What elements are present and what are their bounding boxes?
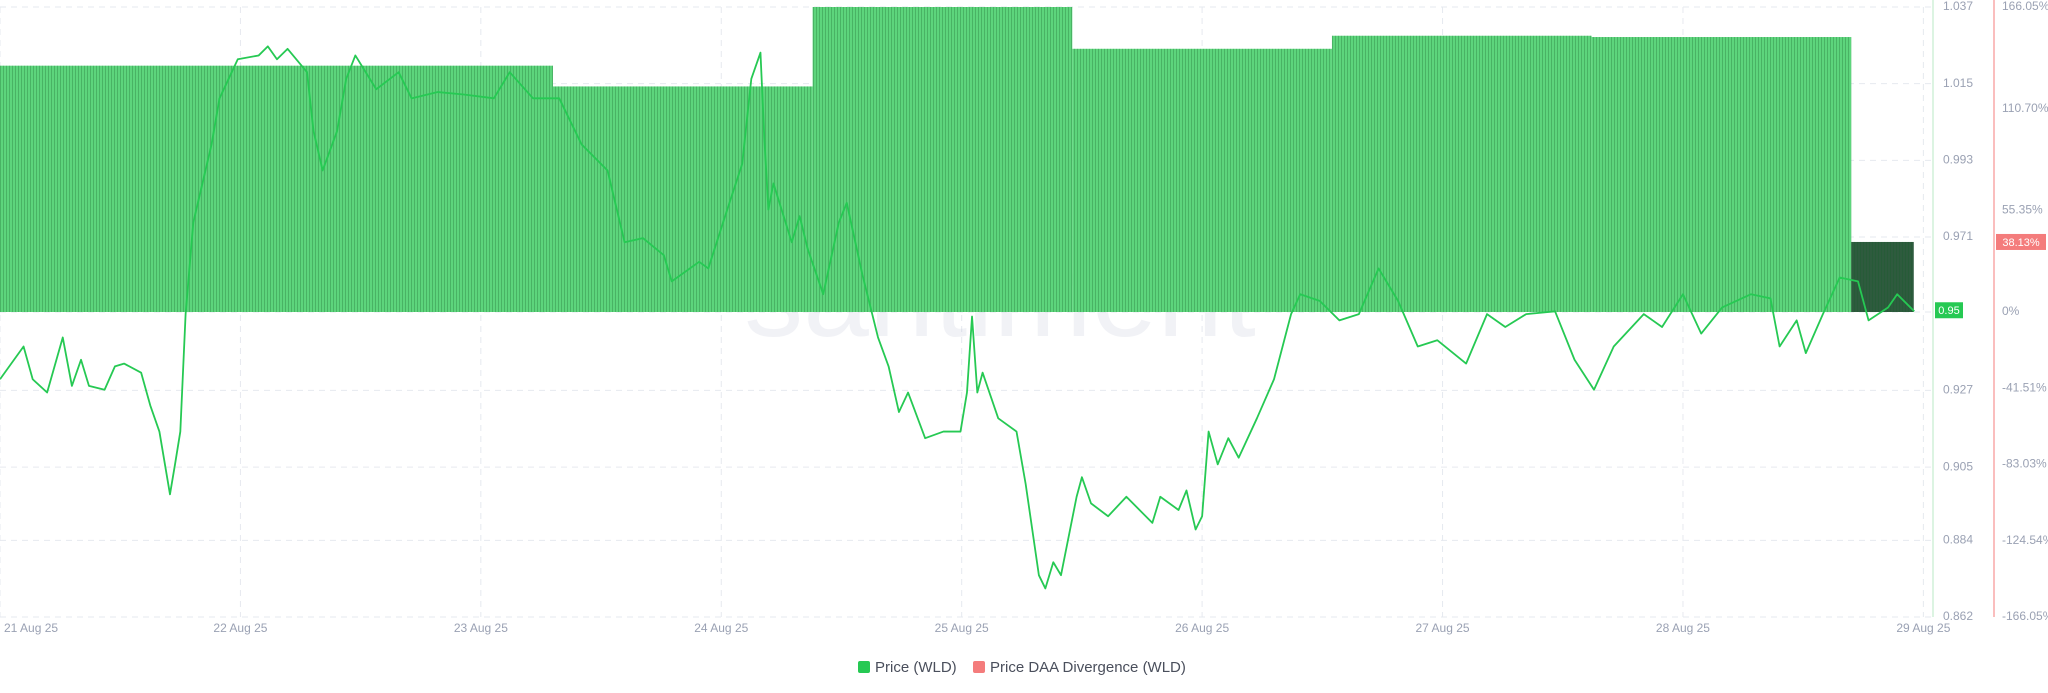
legend-swatch [858, 661, 870, 673]
legend-swatch [973, 661, 985, 673]
y-tick-label: 1.037 [1943, 0, 1973, 13]
y-tick-label: 0.905 [1943, 459, 1973, 473]
y2-tick-label: -83.03% [2002, 457, 2047, 471]
divergence-tag-bg [1996, 233, 2046, 250]
x-tick-label: 27 Aug 25 [1416, 621, 1470, 635]
y-tick-label: 0.971 [1943, 229, 1973, 243]
y-tick-label: 0.862 [1943, 609, 1973, 623]
price-tag-bg [1935, 302, 1963, 319]
y2-tick-label: -166.05% [2002, 609, 2048, 623]
y-tick-label: 0.884 [1943, 532, 1973, 546]
y2-tick-label: -41.51% [2002, 380, 2047, 394]
y-tick-label: 0.993 [1943, 153, 1973, 167]
x-tick-label: 21 Aug 25 [4, 621, 58, 635]
bar-texture [552, 86, 813, 312]
bar-texture [812, 7, 1073, 312]
price-tag: 0.95 [1938, 305, 1959, 317]
legend-item[interactable]: Price DAA Divergence (WLD) [973, 659, 1186, 676]
y2-tick-label: 0% [2002, 304, 2020, 318]
x-tick-label: 23 Aug 25 [454, 621, 508, 635]
x-tick-label: 24 Aug 25 [694, 621, 748, 635]
y2-tick-label: 166.05% [2002, 0, 2048, 13]
legend-label: Price DAA Divergence (WLD) [990, 659, 1186, 676]
bar-texture [1591, 37, 1852, 312]
y2-tick-label: 110.70% [2002, 101, 2048, 115]
bar-texture [1072, 48, 1332, 313]
legend-label: Price (WLD) [875, 659, 957, 676]
y2-tick-label: -124.54% [2002, 533, 2048, 547]
y2-tick-label: 55.35% [2002, 203, 2043, 217]
y-tick-label: 0.927 [1943, 383, 1973, 397]
y-tick-label: 1.015 [1943, 76, 1973, 90]
legend-item[interactable]: Price (WLD) [858, 659, 957, 676]
divergence-tag: 38.13% [2002, 237, 2040, 249]
x-tick-label: 26 Aug 25 [1175, 621, 1229, 635]
bar-texture [0, 65, 553, 312]
x-tick-label: 28 Aug 25 [1656, 621, 1710, 635]
bar-texture [1331, 35, 1592, 313]
x-tick-label: 22 Aug 25 [213, 621, 267, 635]
price-line [0, 45, 1915, 590]
x-tick-label: 29 Aug 25 [1896, 621, 1950, 635]
x-tick-label: 25 Aug 25 [935, 621, 989, 635]
